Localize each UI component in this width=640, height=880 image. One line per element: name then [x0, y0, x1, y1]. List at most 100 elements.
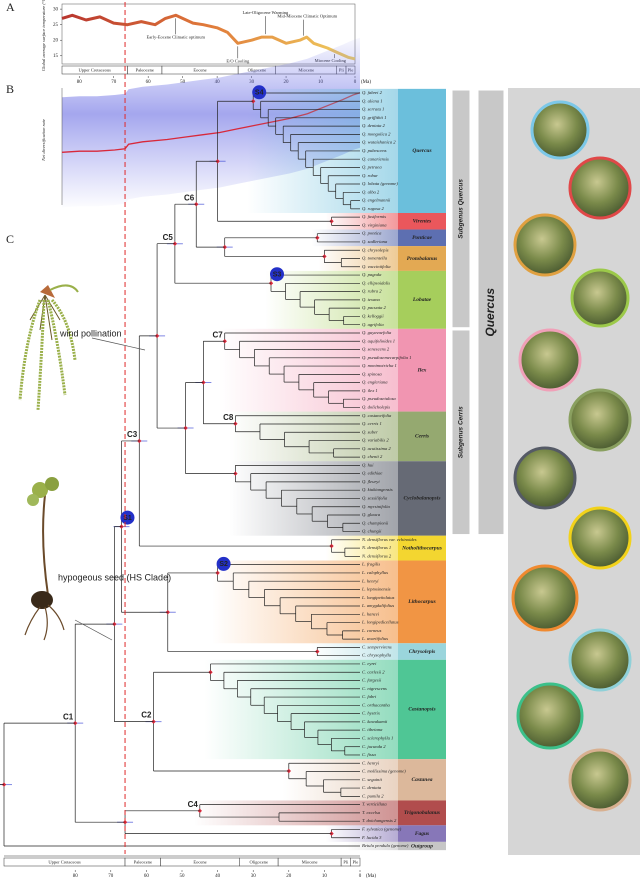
tip-label: C. nigrescens: [362, 686, 387, 691]
group-name: Trigonobalanus: [404, 810, 440, 816]
acorn-photo: [568, 506, 632, 570]
acorn-photo: [530, 100, 590, 160]
tip-label: Q. spinosa: [362, 371, 382, 376]
epoch-label: Miocene: [302, 859, 318, 864]
tip-label: Q. chungii: [362, 529, 382, 534]
clade-label: C5: [163, 233, 174, 242]
group-box: [398, 461, 446, 536]
tip-label: C. pumila 2: [362, 793, 384, 798]
tip-label: Q. fusiformis: [362, 214, 386, 219]
tip-label: Q. variabilis 2: [362, 438, 389, 443]
y-tick-label: 15: [53, 54, 59, 59]
annotation: Mid-Miocene Climatic Optimum: [277, 14, 337, 19]
tip-label: Q. virginiana: [362, 222, 387, 227]
group-box: [398, 800, 446, 826]
tip-label: Q. fleuryi: [362, 479, 380, 484]
tip-label: T. doichangensis 2: [362, 818, 397, 823]
tip-label: C. mollissima (genome): [362, 769, 406, 774]
tip-label: C. seguinii: [362, 777, 383, 782]
tip-label: Q. cerris 1: [362, 421, 382, 426]
group-box: [398, 229, 446, 247]
tip-label: Q. guyavaefolia: [362, 330, 392, 335]
shift-marker: [216, 556, 231, 571]
x-axis-unit: (Ma): [361, 80, 371, 85]
x-tick-label: 70: [108, 874, 114, 879]
panel-letter: A: [6, 0, 15, 14]
group-name: Chrysolepis: [409, 649, 436, 655]
tip-label: Q. rugosa 2: [362, 206, 385, 211]
x-tick-label: 80: [77, 80, 83, 85]
group-band: [211, 560, 398, 644]
group-name: Lobatae: [412, 297, 432, 303]
epoch-box: [350, 857, 361, 867]
tip-label: C. sempervirens: [362, 644, 392, 649]
tip-label: C. tibetana: [362, 727, 383, 732]
acorn-photo: [570, 268, 630, 328]
clade-label: C6: [184, 193, 195, 202]
x-tick-label: 70: [111, 80, 117, 85]
tip-label: C. orthacantha: [362, 702, 391, 707]
tip-label: Q. kiukiangensis: [362, 487, 393, 492]
x-tick-label: 20: [286, 874, 292, 879]
tip-label: Q. lobata (genome): [362, 181, 398, 186]
epoch-label: Paleocene: [134, 859, 152, 864]
clade-bracket: [477, 89, 505, 536]
epoch-label: Upper Cretaceous: [48, 859, 81, 864]
clade-bracket-label: Subgenus Cerris: [458, 406, 465, 458]
tip-label: Q. acutissima 2: [362, 446, 391, 451]
tip-label: Q. engleriana: [362, 380, 388, 385]
group-box: [398, 643, 446, 660]
catkin-illustration: [18, 284, 79, 411]
tip-label: Q. edithiae: [362, 471, 382, 476]
tip-label: Q. pseudosemecarpifolia 1: [362, 355, 411, 360]
shift-label: S1: [123, 515, 132, 522]
node-marker: [165, 610, 170, 615]
tip-label: Q. engelmannii: [362, 198, 391, 203]
tip-label: Q. aliena 1: [362, 98, 383, 103]
tip-label: Betula pendula (genome): [362, 843, 409, 848]
tip-label: Q. pontica: [362, 231, 382, 236]
tip-label: C. fissa: [362, 752, 376, 757]
tip-label: Q. kelloggii: [362, 313, 384, 318]
acorn-photo: [568, 628, 632, 692]
annotation: Early-Eocene Climatic optimum: [147, 34, 206, 39]
acorn-photo: [518, 328, 582, 392]
clade-label: C7: [212, 330, 223, 339]
x-tick-label: 50: [180, 874, 186, 879]
tip-label: C. carlesii 2: [362, 669, 385, 674]
acorn-photo: [513, 213, 577, 277]
group-box: [398, 841, 446, 851]
x-axis-unit: (Ma): [366, 874, 376, 879]
tip-label: L. longipedicellatus: [361, 620, 399, 625]
x-tick-label: 10: [322, 874, 328, 879]
annotation: Late-Oligocene Warming: [243, 10, 289, 15]
plot-frame: [61, 3, 356, 65]
tip-label: Q. petraea: [362, 165, 382, 170]
tip-label: C. fargesii: [362, 678, 382, 683]
tip-label: Q. hui: [362, 462, 374, 467]
x-tick-label: 30: [251, 874, 257, 879]
group-name: Cerris: [415, 434, 429, 440]
group-name: Castanopsis: [408, 707, 435, 713]
plots: A 15 20 25 30 Global average surface temperat…: [0, 0, 505, 879]
panel-letter: C: [6, 232, 14, 246]
clade-label: C4: [188, 800, 199, 809]
group-box: [398, 270, 446, 329]
x-tick-label: 60: [144, 874, 150, 879]
node-marker: [329, 219, 334, 224]
group-name: Protobalanus: [407, 256, 438, 262]
tip-label: Q. vacciniifolia: [362, 264, 391, 269]
tip-label: Q. ilex 1: [362, 388, 378, 393]
tip-label: Q. griffithii 1: [362, 115, 386, 120]
shift-marker: [120, 510, 135, 525]
tip-label: Q. agrifolia: [362, 322, 384, 327]
group-name: Ponticae: [412, 235, 432, 241]
tip-label: Q. pagoda: [362, 272, 382, 277]
y-axis-label: Global average surface temperature (°C): [41, 0, 46, 71]
clade-bracket-label: Quercus: [483, 288, 497, 337]
tip-label: Q. championii: [362, 520, 389, 525]
tip-label: L. longipetiolatus: [361, 595, 395, 600]
tip-label: Q. chrysolepis: [362, 247, 389, 252]
tip-label: N. densiflorus var. echinoides: [361, 537, 417, 542]
